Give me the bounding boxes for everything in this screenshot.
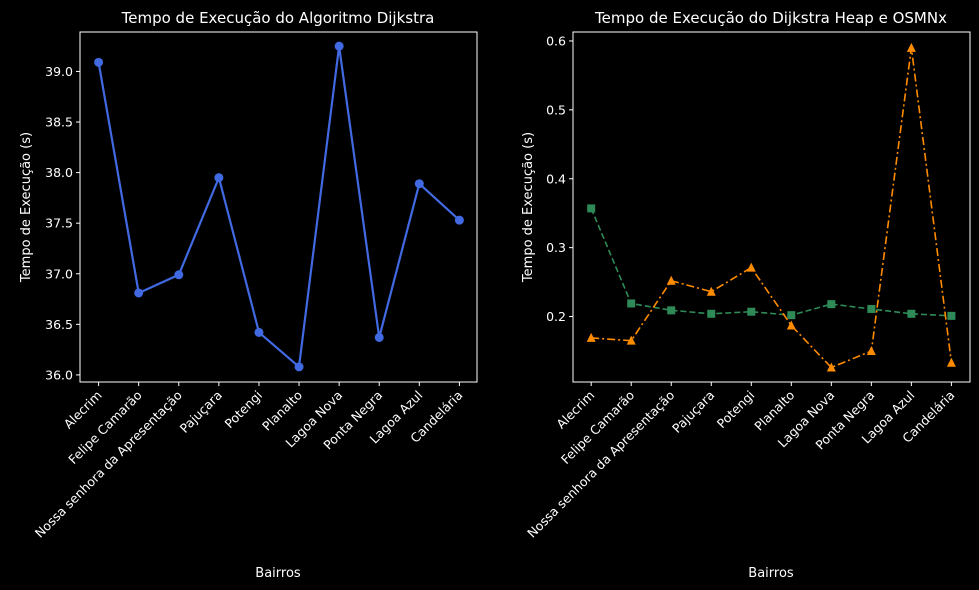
x-tick-label: Nossa senhora da Apresentação [32,388,185,541]
data-point [867,304,876,313]
data-point [706,286,716,296]
data-point [414,179,424,189]
data-point [667,306,676,315]
x-tick-label: Pajuçara [669,388,717,436]
x-tick-label: Potengi [714,388,758,432]
x-tick-label: Felipe Camarão [558,388,637,467]
data-point [786,320,796,330]
data-point [294,362,304,372]
data-point [947,311,956,320]
y-axis-label: Tempo de Execução (s) [19,132,34,283]
x-tick-label: Nossa senhora da Apresentação [524,388,677,541]
series-line-1 [591,47,953,369]
y-tick-label: 37.0 [45,266,73,281]
x-axis-label: Bairros [748,566,794,581]
x-tick-label: Felipe Camarão [65,388,144,467]
data-point [374,332,384,342]
y-axis-label: Tempo de Execução (s) [521,132,536,283]
y-tick-label: 36.5 [45,317,73,332]
data-point [707,309,716,318]
chart-title: Tempo de Execução do Algoritmo Dijkstra [121,9,435,27]
y-tick-label: 36.0 [45,367,73,382]
x-tick-label: Pajuçara [177,388,225,436]
x-tick-label: Potengi [221,388,265,432]
y-tick-label: 38.0 [45,165,73,180]
chart-dijkstra-heap-osmnx: Tempo de Execução do Dijkstra Heap e OSM… [521,9,971,581]
data-point [627,299,636,308]
y-tick-label: 39.0 [45,64,73,79]
data-point [826,362,836,372]
data-point [334,41,344,51]
data-point [666,275,676,285]
y-tick-label: 0.6 [546,33,566,48]
y-tick-label: 38.5 [45,115,73,130]
data-point [586,332,596,342]
data-point [626,335,636,345]
data-point [906,42,916,52]
y-tick-label: 0.4 [546,171,566,186]
chart-title: Tempo de Execução do Dijkstra Heap e OSM… [594,9,947,27]
series-line-0 [97,46,461,369]
data-point [174,270,184,280]
plot-frame [572,31,971,383]
data-point [827,300,836,309]
y-tick-label: 37.5 [45,216,73,231]
data-point [454,215,464,225]
data-point [214,173,224,183]
data-point [866,345,876,355]
data-point [946,357,956,367]
data-point [907,309,916,318]
series-line-0 [590,208,952,317]
y-tick-label: 0.2 [546,309,566,324]
y-tick-label: 0.5 [546,102,566,117]
chart-dijkstra: Tempo de Execução do Algoritmo Dijkstra … [19,9,478,581]
data-point [254,327,264,337]
data-point [587,204,596,213]
data-point [747,307,756,316]
data-point [134,288,144,298]
data-point [94,57,104,67]
data-point [787,311,796,320]
plot-frame [79,31,478,383]
x-axis-label: Bairros [255,566,301,581]
y-tick-label: 0.3 [546,240,566,255]
data-point [746,262,756,272]
